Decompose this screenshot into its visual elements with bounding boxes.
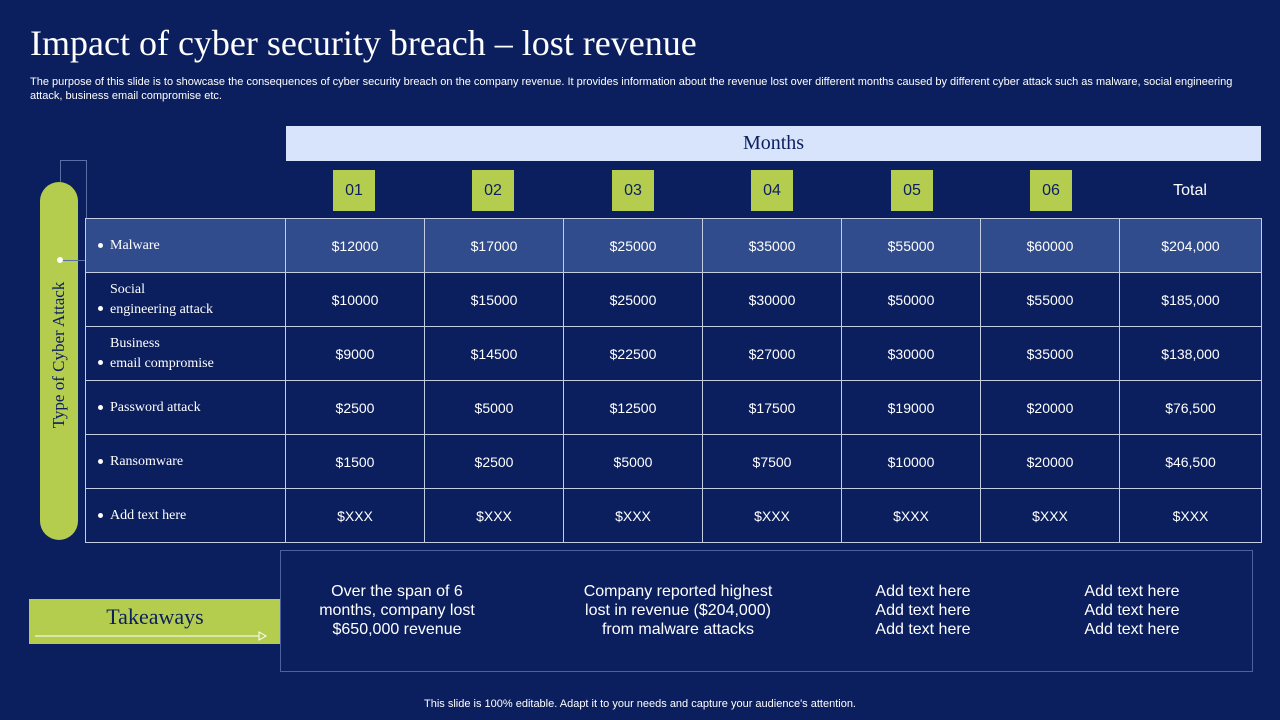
table-row: Password attack $2500 $5000 $12500 $17500 $19… [85,380,1262,435]
takeaway-item: Add text here Add text here Add text her… [1084,583,1180,638]
connector-line [86,160,87,218]
connector-line [60,160,61,182]
bullet-icon [98,243,103,248]
total-cell: $185,000 [1119,272,1262,327]
attack-type-label: Social engineering attack [110,281,214,317]
total-cell: $XXX [1119,488,1262,543]
arrow-right-icon [35,631,268,641]
page-title: Impact of cyber security breach – lost r… [30,23,697,63]
revenue-cell: $1500 [285,434,425,489]
revenue-cell: $XXX [702,488,842,543]
total-cell: $46,500 [1119,434,1262,489]
revenue-cell: $22500 [563,326,703,381]
attack-type-cell: Password attack [85,380,286,435]
revenue-cell: $25000 [563,272,703,327]
revenue-cell: $15000 [424,272,564,327]
total-cell: $138,000 [1119,326,1262,381]
attack-type-label: Password attack [110,399,201,415]
attack-type-pill [40,182,78,540]
revenue-cell: $XXX [563,488,703,543]
table-row: Malware $12000 $17000 $25000 $35000 $55000 $60… [85,218,1262,273]
bullet-icon [98,405,103,410]
bullet-icon [98,513,103,518]
revenue-cell: $20000 [980,380,1120,435]
revenue-cell: $12000 [285,218,425,273]
month-02: 02 [472,170,514,211]
revenue-cell: $9000 [285,326,425,381]
revenue-loss-table: Malware $12000 $17000 $25000 $35000 $55000 $60… [85,218,1262,543]
bullet-icon [98,359,103,365]
revenue-cell: $10000 [841,434,981,489]
connector-line [60,260,86,261]
total-header: Total [1173,181,1207,199]
attack-type-label: Add text here [110,507,187,523]
takeaway-item: Over the span of 6 months, company lost … [319,583,475,638]
attack-type-cell: Business email compromise [85,326,286,381]
attack-type-label: Type of Cyber Attack [49,281,68,429]
revenue-cell: $35000 [702,218,842,273]
revenue-cell: $XXX [841,488,981,543]
revenue-cell: $27000 [702,326,842,381]
table-row: Add text here $XXX $XXX $XXX $XXX $XXX $XXX $XX… [85,488,1262,543]
attack-type-label: Malware [110,237,160,253]
takeaways-label: Takeaways [106,604,204,629]
revenue-cell: $XXX [285,488,425,543]
revenue-cell: $14500 [424,326,564,381]
revenue-cell: $12500 [563,380,703,435]
page-subtitle: The purpose of this slide is to showcase… [30,76,1233,102]
revenue-cell: $60000 [980,218,1120,273]
attack-type-cell: Ransomware [85,434,286,489]
attack-type-label: Ransomware [110,453,184,469]
month-header-row: 01 02 03 04 05 06 Total [285,170,1260,211]
takeaway-item: Company reported highest lost in revenue… [583,583,773,638]
table-row: Business email compromise $9000 $14500 $225… [85,326,1262,381]
revenue-cell: $XXX [424,488,564,543]
takeaways-panel [280,550,1253,672]
takeaways-box: Takeaways [29,599,281,644]
total-cell: $204,000 [1119,218,1262,273]
month-05: 05 [891,170,933,211]
total-cell: $76,500 [1119,380,1262,435]
footer-note: This slide is 100% editable. Adapt it to… [424,698,856,710]
revenue-cell: $30000 [841,326,981,381]
revenue-cell: $7500 [702,434,842,489]
connector-line [60,160,86,161]
revenue-cell: $2500 [285,380,425,435]
bullet-icon [98,305,103,311]
bullet-icon [98,459,103,464]
revenue-cell: $55000 [841,218,981,273]
takeaway-item: Add text here Add text here Add text her… [875,583,971,638]
connector-dot [57,257,63,263]
attack-type-cell: Social engineering attack [85,272,286,327]
revenue-cell: $5000 [563,434,703,489]
revenue-cell: $55000 [980,272,1120,327]
revenue-cell: $5000 [424,380,564,435]
revenue-cell: $XXX [980,488,1120,543]
month-06: 06 [1030,170,1072,211]
revenue-cell: $20000 [980,434,1120,489]
table-row: Social engineering attack $10000 $15000 $25… [85,272,1262,327]
revenue-cell: $25000 [563,218,703,273]
revenue-cell: $17500 [702,380,842,435]
month-03: 03 [612,170,654,211]
revenue-cell: $10000 [285,272,425,327]
revenue-cell: $30000 [702,272,842,327]
revenue-cell: $17000 [424,218,564,273]
month-04: 04 [751,170,793,211]
revenue-cell: $2500 [424,434,564,489]
revenue-cell: $19000 [841,380,981,435]
attack-type-cell: Malware [85,218,286,273]
month-01: 01 [333,170,375,211]
table-row: Ransomware $1500 $2500 $5000 $7500 $10000 $200… [85,434,1262,489]
attack-type-cell: Add text here [85,488,286,543]
attack-type-label: Business email compromise [110,335,214,371]
revenue-cell: $35000 [980,326,1120,381]
revenue-cell: $50000 [841,272,981,327]
months-header: Months [286,126,1261,161]
